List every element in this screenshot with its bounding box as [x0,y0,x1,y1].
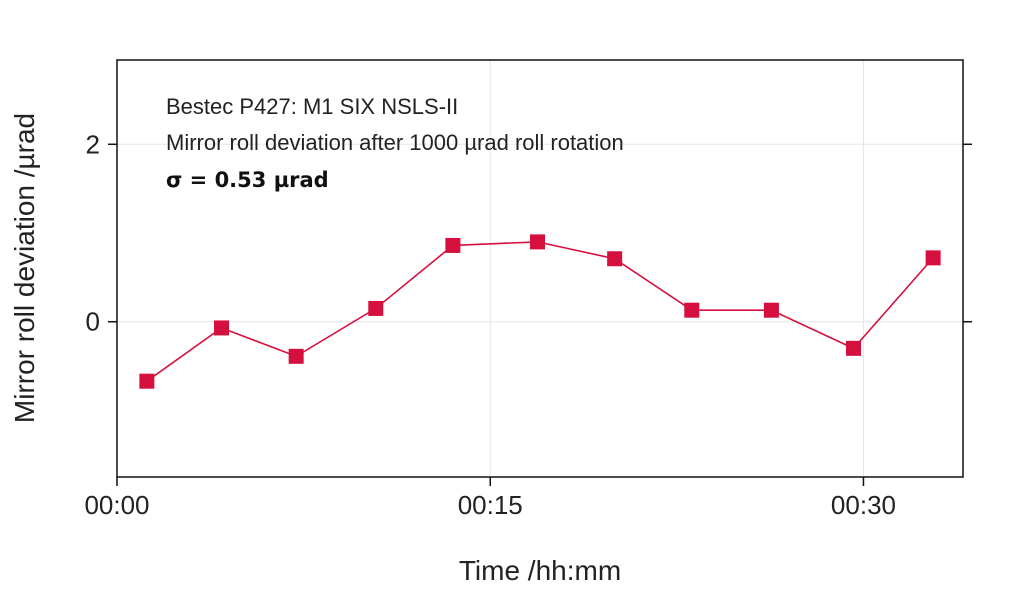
x-tick-label: 00:00 [84,490,149,520]
ticks: 00:00 00:15 00:30 0 2 [84,129,972,520]
y-tick-label: 2 [86,129,100,159]
annotation-instrument: Bestec P427: M1 SIX NSLS-II [166,94,458,119]
data-point [684,302,700,318]
y-axis-title: Mirror roll deviation /µrad [9,113,40,423]
data-point [368,300,384,316]
series-layer [139,234,941,389]
x-axis-title: Time /hh:mm [459,555,621,586]
x-tick-label: 00:30 [831,490,896,520]
data-point [530,234,546,250]
data-point [288,348,304,364]
y-tick-label: 0 [86,307,100,337]
plot-area [117,60,963,477]
data-point [763,302,779,318]
data-point [846,340,862,356]
annotation-sigma: σ = 0.53 µrad [166,168,329,192]
grid-lines [117,60,963,477]
data-point [925,250,941,266]
plot-frame [116,59,964,478]
data-point [445,237,461,253]
data-point [139,373,155,389]
x-tick-label: 00:15 [458,490,523,520]
annotation-description: Mirror roll deviation after 1000 µrad ro… [166,130,624,155]
data-point [214,320,230,336]
data-point [607,251,623,267]
